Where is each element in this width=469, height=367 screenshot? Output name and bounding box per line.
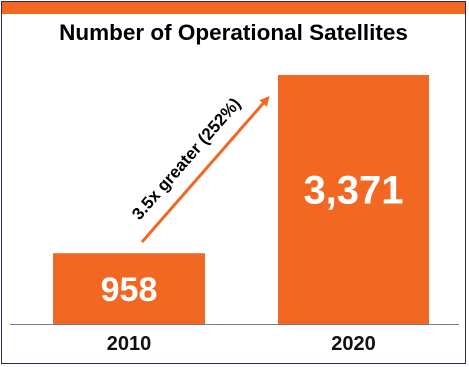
chart-title: Number of Operational Satellites (59, 20, 408, 45)
bar-chart: 958 3,371 2010 2020 3.5x greater (252%) (10, 75, 459, 355)
growth-arrow (140, 95, 270, 243)
top-accent-band (2, 2, 465, 14)
x-tick-label-2010: 2010 (107, 333, 152, 355)
bar-2010 (53, 253, 205, 324)
x-tick-label-2020: 2020 (331, 333, 376, 355)
bar-value-label-2010: 958 (101, 271, 158, 309)
bar-value-label-2020: 3,371 (303, 169, 403, 213)
growth-annotation: 3.5x greater (252%) (128, 94, 244, 223)
bar-2020 (278, 75, 429, 324)
